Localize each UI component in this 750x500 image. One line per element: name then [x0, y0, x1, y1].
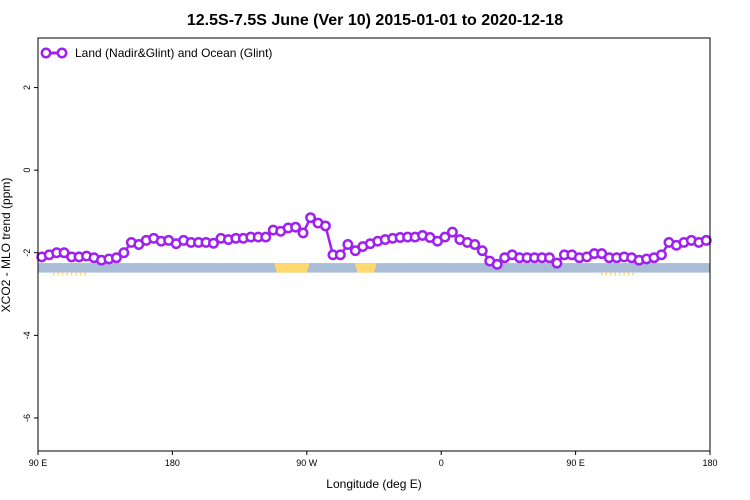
land-mask-fleck [61, 272, 64, 276]
legend: Land (Nadir&Glint) and Ocean (Glint) [40, 46, 272, 60]
data-point [476, 245, 488, 257]
x-tick-label: 0 [439, 458, 444, 468]
data-point [334, 249, 346, 261]
land-mask-fleck [52, 272, 55, 276]
data-point [320, 220, 331, 232]
data-point [110, 252, 122, 264]
y-axis-label: XCO2 - MLO trend (ppm) [0, 178, 13, 313]
data-point [551, 257, 563, 269]
land-mask-segment [273, 263, 310, 273]
x-tick-label: 90 E [29, 458, 48, 468]
data-point [446, 226, 458, 238]
land-mask-fleck [605, 272, 607, 276]
chart-title: 12.5S-7.5S June (Ver 10) 2015-01-01 to 2… [187, 12, 563, 29]
legend-entry-label: Land (Nadir&Glint) and Ocean (Glint) [75, 46, 272, 60]
land-mask-fleck [600, 272, 603, 276]
land-mask-fleck [632, 272, 634, 276]
land-mask-fleck [614, 272, 616, 276]
data-point [656, 249, 667, 261]
x-axis: 90 E 180 90 W 0 90 E 180 [29, 451, 718, 468]
y-tick-label: -6 [22, 414, 32, 422]
land-mask-fleck [75, 272, 77, 276]
land-mask-fleck [618, 272, 621, 276]
x-tick-label: 180 [165, 458, 180, 468]
land-mask-fleck [609, 272, 612, 276]
data-point [439, 231, 451, 243]
data-point [700, 234, 712, 246]
y-tick-label: -4 [22, 331, 32, 339]
data-point [342, 239, 354, 250]
land-mask-segment [354, 263, 377, 273]
data-point [290, 221, 302, 233]
y-tick-label: -2 [22, 249, 32, 257]
legend-marker-swatch [40, 47, 52, 59]
land-mask-fleck [79, 272, 82, 276]
land-mask-fleck [627, 272, 630, 276]
legend-marker-swatch [56, 47, 68, 59]
x-tick-label: 90 E [566, 458, 585, 468]
y-tick-label: 2 [22, 85, 32, 90]
data-point [491, 258, 503, 270]
plot-frame [37, 37, 711, 452]
data-point [305, 212, 316, 224]
data-point [469, 239, 481, 250]
land-mask-fleck [66, 272, 68, 276]
x-axis-label: Longitude (deg E) [326, 477, 421, 491]
plot-area [36, 212, 712, 276]
land-mask-fleck [57, 272, 59, 276]
land-mask-fleck [84, 272, 86, 276]
x-tick-label: 90 W [296, 458, 318, 468]
y-tick-label: 0 [22, 168, 32, 173]
land-mask-fleck [623, 272, 625, 276]
land-mask-fleck [70, 272, 73, 276]
data-point [297, 227, 309, 239]
data-point [118, 247, 130, 259]
data-point [208, 237, 219, 249]
data-point [544, 252, 555, 264]
x-tick-label: 180 [702, 458, 717, 468]
data-point [260, 231, 272, 243]
y-axis: 2 0 -2 -4 -6 [22, 85, 38, 422]
